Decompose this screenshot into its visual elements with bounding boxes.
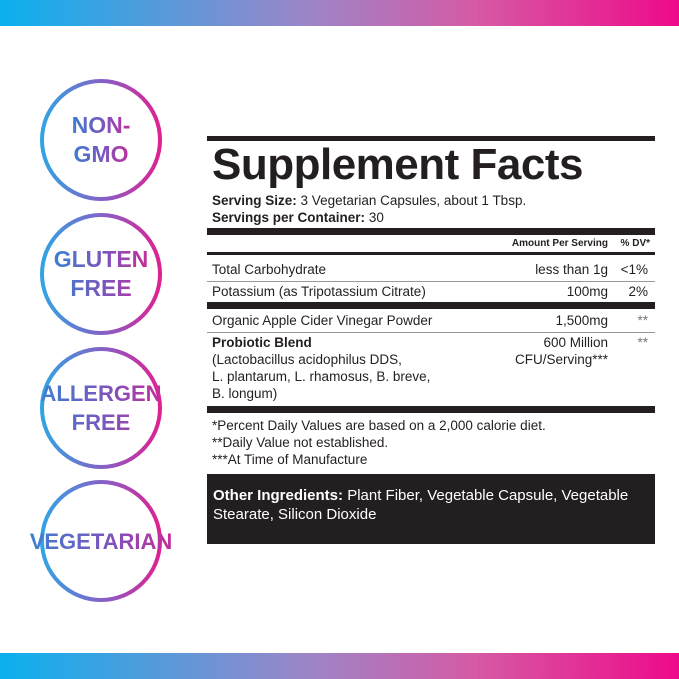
- badge-allergen-free: ALLERGEN FREE: [40, 347, 162, 469]
- top-gradient-bar: [0, 0, 679, 26]
- divider: [207, 228, 655, 235]
- divider: [207, 252, 655, 255]
- badge-label: GLUTEN FREE: [53, 246, 149, 301]
- probiotic-desc: B. longum): [212, 386, 278, 401]
- row-amount: 1,500mg: [555, 313, 608, 328]
- row-dv: **: [637, 313, 648, 328]
- serving-size: Serving Size: 3 Vegetarian Capsules, abo…: [212, 193, 527, 208]
- badge-label: ALLERGEN FREE: [40, 381, 162, 435]
- divider: [207, 406, 655, 413]
- probiotic-desc: (Lactobacillus acidophilus DDS,: [212, 352, 402, 367]
- probiotic-amount-unit: CFU/Serving***: [514, 352, 608, 367]
- footnote: ***At Time of Manufacture: [212, 452, 368, 467]
- divider: [207, 302, 655, 309]
- row-dv: <1%: [620, 262, 648, 277]
- column-dv: % DV*: [620, 238, 650, 249]
- column-amount: Amount Per Serving: [511, 238, 608, 249]
- row-name: Total Carbohydrate: [212, 262, 327, 277]
- probiotic-dv: **: [637, 335, 648, 350]
- bottom-gradient-bar: [0, 653, 679, 679]
- probiotic-desc: L. plantarum, L. rhamosus, B. breve,: [212, 369, 431, 384]
- other-ingredients-panel: Other Ingredients: Plant Fiber, Vegetabl…: [207, 474, 655, 544]
- row-amount: less than 1g: [535, 262, 608, 277]
- probiotic-name: Probiotic Blend: [212, 335, 312, 350]
- divider: [207, 332, 655, 333]
- footnote: **Daily Value not established.: [212, 435, 389, 450]
- row-dv: 2%: [628, 284, 648, 299]
- row-name: Organic Apple Cider Vinegar Powder: [212, 313, 433, 328]
- servings-per-container: Servings per Container: 30: [212, 210, 384, 225]
- row-name: Potassium (as Tripotassium Citrate): [212, 284, 426, 299]
- facts-title: Supplement Facts: [212, 140, 583, 189]
- probiotic-amount: 600 Million: [543, 335, 608, 350]
- badge-gluten-free: GLUTEN FREE: [40, 213, 162, 335]
- row-amount: 100mg: [566, 284, 608, 299]
- badge-non-gmo: NON- GMO: [40, 79, 162, 201]
- badge-vegetarian: VEGETARIAN: [30, 480, 172, 602]
- divider: [207, 136, 655, 141]
- divider: [207, 281, 655, 282]
- footnote: *Percent Daily Values are based on a 2,0…: [212, 418, 546, 433]
- badge-label: NON- GMO: [71, 112, 131, 167]
- badge-label: VEGETARIAN: [29, 528, 173, 554]
